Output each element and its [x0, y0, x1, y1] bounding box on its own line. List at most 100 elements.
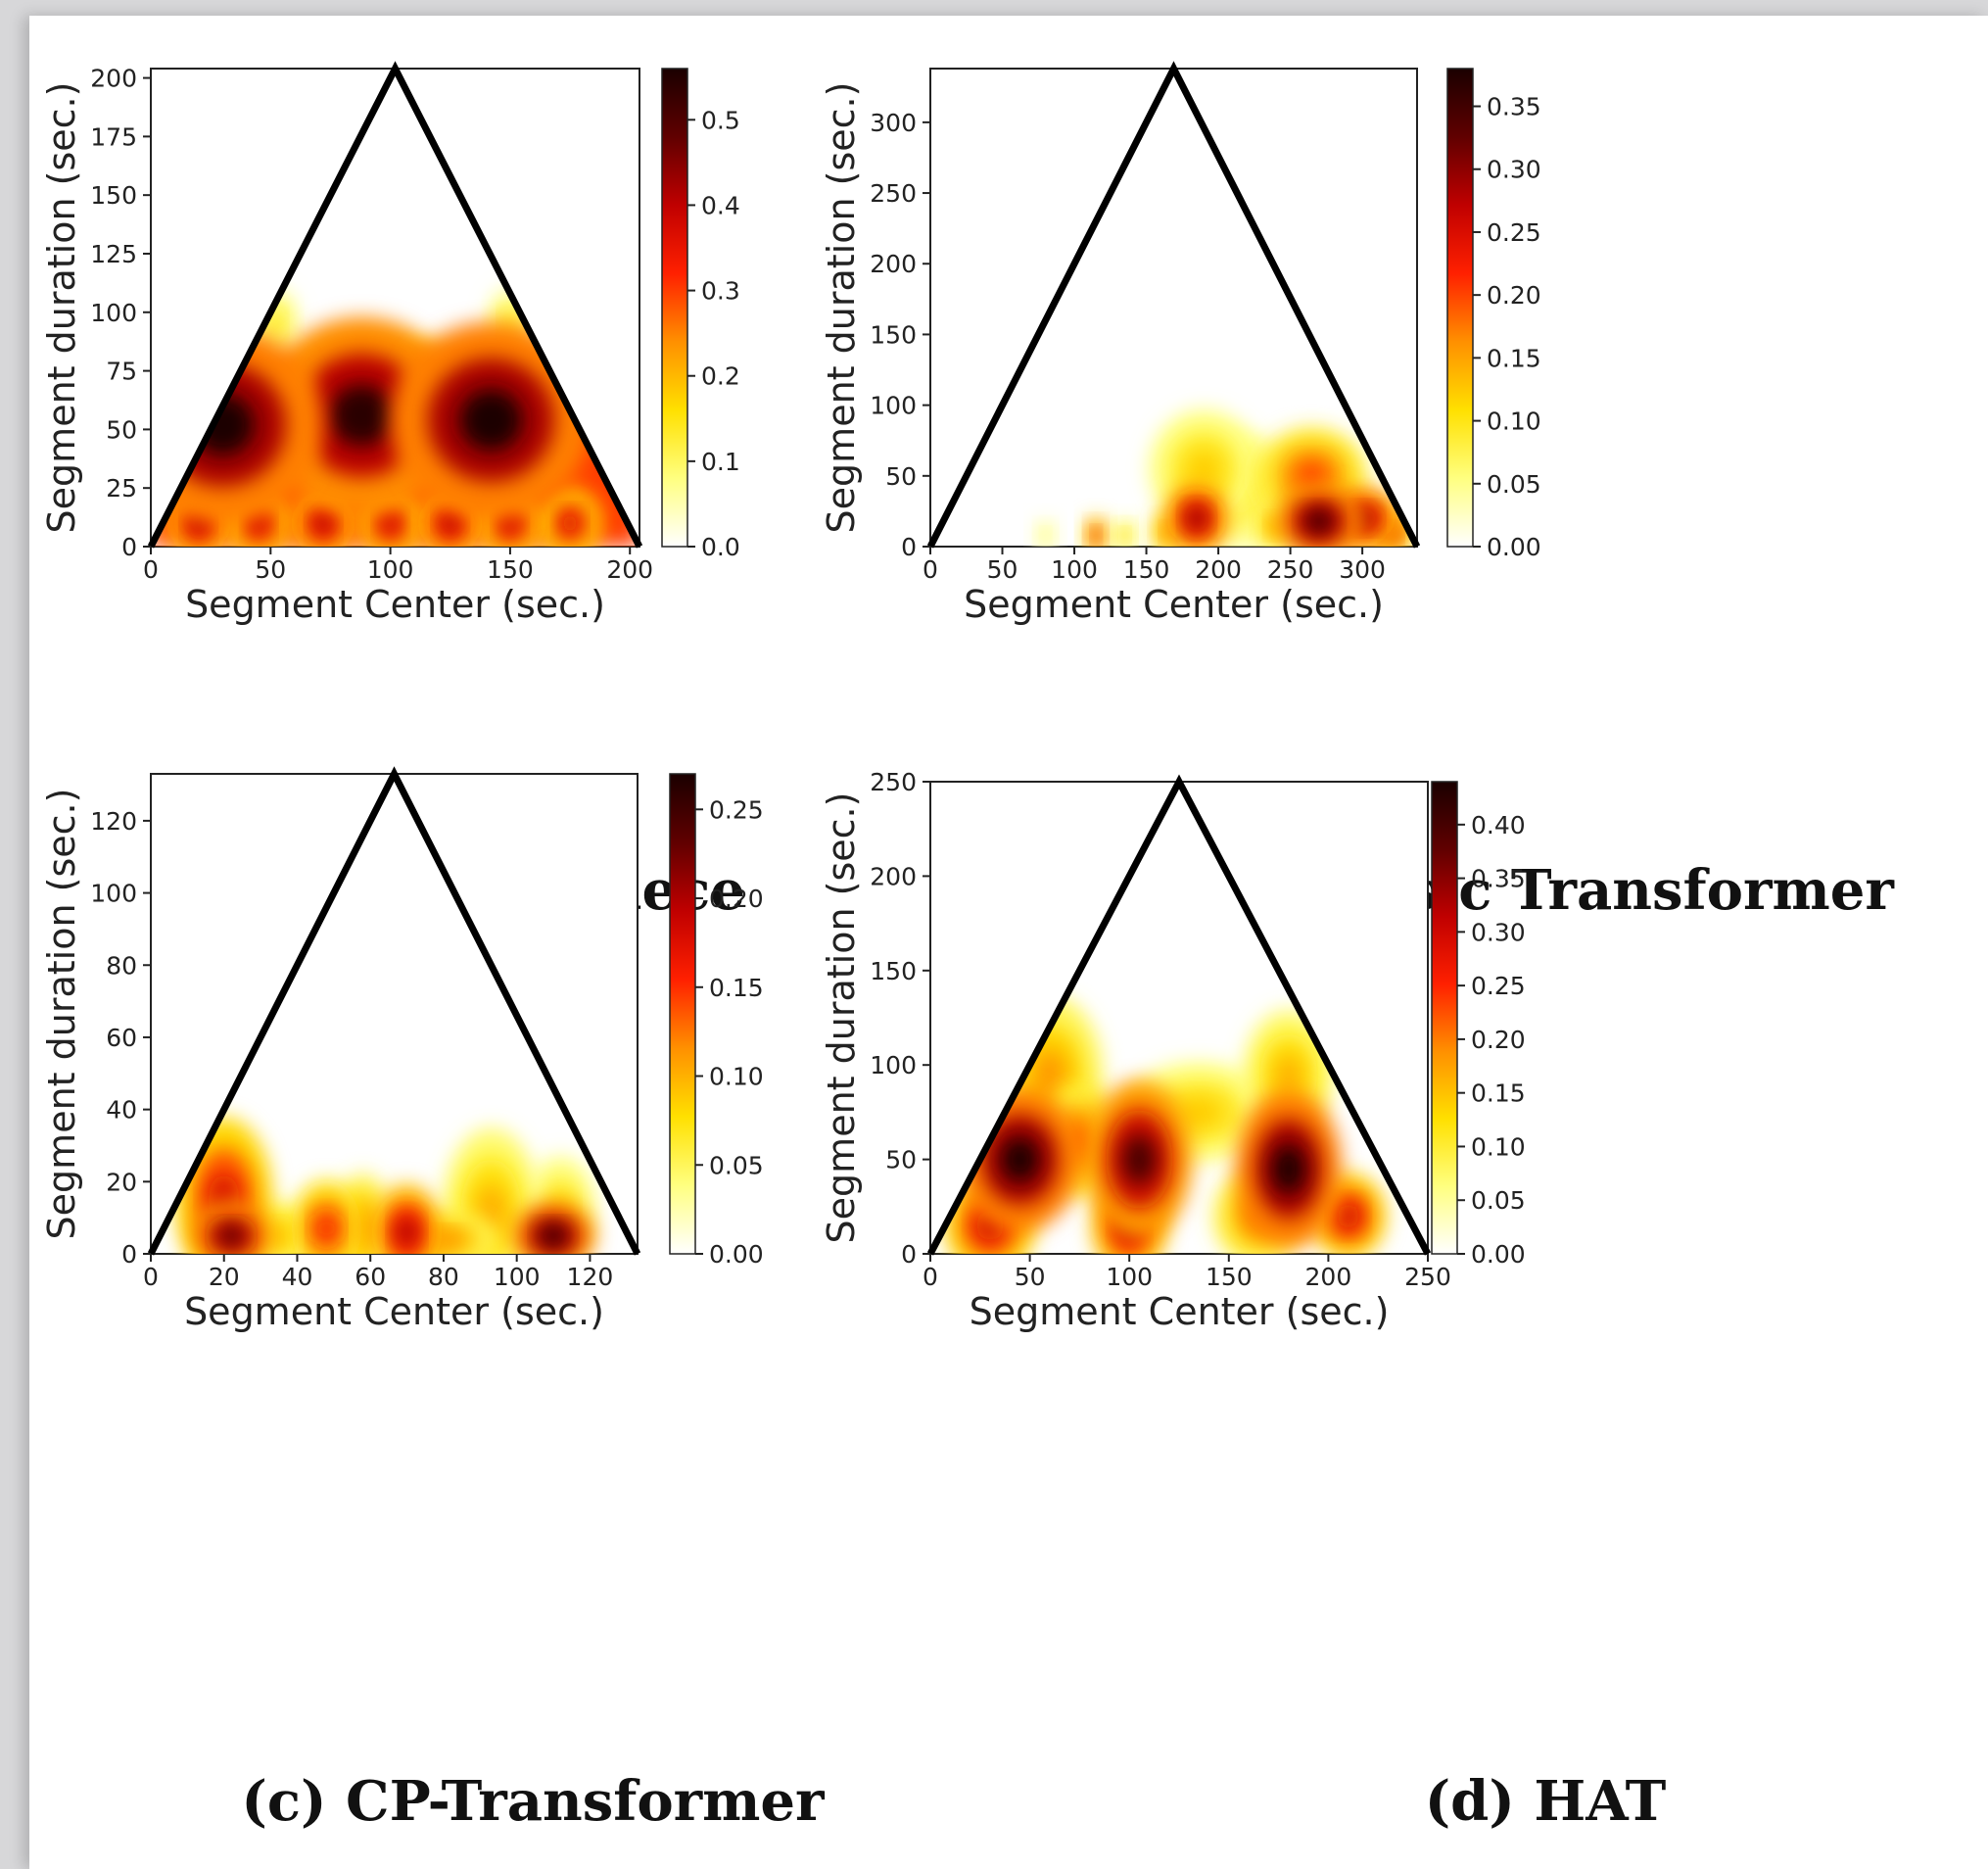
colorbar-tick-label: 0.5 [701, 106, 740, 134]
colorbar-tick-label: 0.20 [1487, 281, 1541, 310]
colorbar-tick-label: 0.00 [709, 1240, 764, 1269]
heat-core [396, 1217, 418, 1248]
colorbar-tick-label: 0.4 [701, 191, 740, 219]
colorbar-tick-label: 0.35 [1487, 93, 1541, 121]
heat-core [1042, 530, 1050, 541]
x-tick-label: 60 [355, 1263, 386, 1291]
heat-core [1186, 505, 1207, 531]
y-tick-label: 100 [90, 299, 137, 327]
chart-real-piece: 0 50 100 150 2000255075100125150175200Segmen… [40, 61, 740, 626]
x-tick-label: 50 [255, 555, 286, 584]
heat-core [1174, 1096, 1223, 1128]
colorbar-tick-label: 0.3 [701, 277, 740, 306]
y-tick-label: 200 [870, 250, 917, 278]
y-tick-label: 100 [90, 880, 137, 908]
colorbar [1446, 68, 1474, 548]
y-tick-label: 0 [901, 1240, 917, 1269]
colorbar-tick-label: 0.25 [1487, 218, 1541, 247]
heat-core [315, 1213, 338, 1244]
colorbar-tick-label: 0.05 [709, 1151, 764, 1179]
x-tick-label: 0 [923, 1263, 938, 1291]
x-tick-label: 100 [1106, 1263, 1153, 1291]
heat-core [1271, 1143, 1305, 1194]
x-tick-label: 150 [1206, 1263, 1253, 1291]
x-tick-label: 40 [282, 1263, 313, 1291]
y-tick-label: 150 [870, 957, 917, 985]
colorbar-tick-label: 0.25 [1471, 972, 1526, 1000]
x-axis-label: Segment Center (sec.) [970, 1290, 1390, 1333]
y-tick-label: 60 [106, 1024, 137, 1052]
y-tick-label: 40 [106, 1096, 137, 1125]
heatmap-area [175, 1117, 596, 1254]
colorbar-tick-label: 0.1 [701, 448, 740, 476]
colorbar-tick-label: 0.10 [709, 1063, 764, 1091]
y-tick-label: 75 [106, 358, 137, 386]
y-axis-label: Segment duration (sec.) [40, 789, 83, 1240]
x-axis-label: Segment Center (sec.) [185, 583, 605, 626]
y-tick-label: 100 [870, 1051, 917, 1079]
heat-core [1304, 508, 1334, 534]
colorbar-tick-label: 0.0 [701, 533, 740, 561]
triangle-outline [147, 766, 641, 1256]
caption-c: (c) CP-Transformer [241, 1769, 825, 1834]
y-tick-label: 125 [90, 240, 137, 268]
y-tick-label: 25 [106, 474, 137, 503]
x-tick-label: 150 [487, 555, 534, 584]
heat-core [312, 511, 334, 535]
x-axis-label: Segment Center (sec.) [964, 583, 1384, 626]
chart-hat: 0 50 100 150 200 250 0 50 100 150 200 250 Segment Ce… [820, 768, 1526, 1333]
x-tick-label: 0 [923, 555, 938, 584]
y-tick-label: 50 [106, 415, 137, 444]
x-tick-label: 80 [428, 1263, 459, 1291]
x-tick-label: 0 [143, 1263, 159, 1291]
colorbar-tick-label: 0.35 [1471, 865, 1526, 893]
y-axis-label: Segment duration (sec.) [820, 82, 863, 534]
chart-music-transformer: 0 50 100 150 200 250 300050100150200250300Segm… [820, 61, 1541, 626]
heat-core [1120, 530, 1129, 541]
y-tick-label: 175 [90, 122, 137, 151]
y-tick-label: 100 [870, 392, 917, 420]
colorbar-tick-label: 0.20 [709, 885, 764, 913]
x-tick-label: 50 [1015, 1263, 1046, 1291]
colorbar-tick-label: 0.30 [1471, 918, 1526, 946]
x-tick-label: 0 [143, 555, 159, 584]
heat-core [1000, 1136, 1039, 1182]
heat-core [1186, 450, 1222, 488]
colorbar-tick-label: 0.15 [1487, 344, 1541, 372]
heat-core [1274, 1054, 1303, 1095]
colorbar-tick-label: 0.15 [1471, 1079, 1526, 1108]
x-tick-label: 150 [1123, 555, 1170, 584]
heat-core [329, 384, 394, 447]
heat-core [217, 1224, 245, 1247]
x-tick-label: 250 [1267, 555, 1314, 584]
y-axis-label: Segment duration (sec.) [820, 792, 863, 1244]
colorbar-tick-label: 0.15 [709, 974, 764, 1002]
y-tick-label: 0 [121, 1240, 137, 1269]
colorbar-tick-label: 0.30 [1487, 156, 1541, 184]
y-tick-label: 80 [106, 951, 137, 980]
colorbar-tick-label: 0.00 [1471, 1240, 1526, 1269]
colorbar-tick-label: 0.05 [1487, 470, 1541, 499]
heat-core [1336, 1202, 1360, 1230]
y-tick-label: 20 [106, 1168, 137, 1196]
x-tick-label: 200 [1305, 1263, 1352, 1291]
y-tick-label: 250 [870, 179, 917, 208]
triangle-outline [926, 774, 1432, 1256]
heat-core [1295, 460, 1330, 492]
y-tick-label: 50 [885, 1146, 917, 1174]
heat-core [440, 511, 461, 535]
y-tick-label: 150 [870, 320, 917, 349]
triangle-outline [147, 61, 643, 549]
y-axis-label: Segment duration (sec.) [40, 82, 83, 534]
colorbar-tick-label: 0.00 [1487, 533, 1541, 561]
heat-core [559, 511, 581, 535]
colorbar-tick-label: 0.10 [1487, 407, 1541, 436]
y-tick-label: 120 [90, 807, 137, 836]
heatmap-area [944, 995, 1387, 1254]
y-tick-label: 0 [901, 533, 917, 561]
heat-core [499, 511, 521, 535]
heat-core [267, 312, 283, 336]
colorbar [1431, 781, 1458, 1255]
y-tick-label: 250 [870, 768, 917, 796]
x-tick-label: 20 [209, 1263, 240, 1291]
